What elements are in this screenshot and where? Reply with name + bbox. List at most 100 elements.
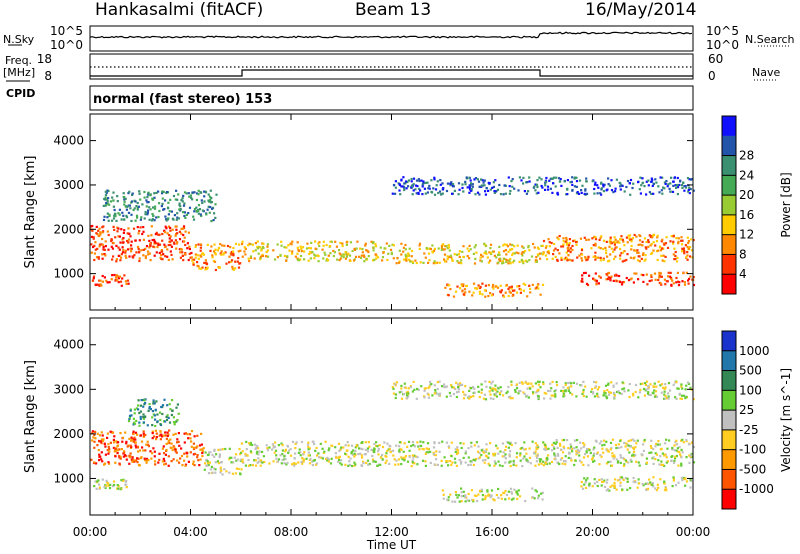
heatmap-cell-power (181, 251, 184, 254)
heatmap-cell-velocity (611, 484, 614, 487)
heatmap-cell-power (393, 183, 396, 187)
heatmap-cell-power (322, 240, 325, 243)
heatmap-cell-velocity (642, 387, 646, 391)
heatmap-cell-velocity (470, 460, 473, 463)
heatmap-cell-power (675, 281, 678, 284)
heatmap-cell-velocity (544, 448, 547, 451)
heatmap-cell-power (120, 253, 123, 256)
heatmap-cell-velocity (170, 413, 173, 417)
heatmap-cell-power (492, 181, 495, 184)
heatmap-cell-power (556, 249, 559, 252)
heatmap-cell-velocity (292, 462, 295, 465)
heatmap-cell-power (363, 260, 366, 263)
heatmap-cell-velocity (147, 459, 150, 462)
heatmap-cell-power (457, 193, 460, 196)
heatmap-cell-power (192, 262, 195, 265)
heatmap-cell-velocity (213, 448, 216, 451)
heatmap-cell-power (127, 248, 130, 251)
heatmap-cell-power (417, 191, 420, 194)
heatmap-cell-power (658, 191, 661, 194)
heatmap-cell-power (327, 259, 330, 262)
heatmap-cell-power (480, 178, 483, 181)
heatmap-cell-velocity (209, 468, 212, 471)
heatmap-cell-power (488, 182, 491, 185)
heatmap-cell-power (678, 183, 681, 187)
heatmap-cell-power (366, 249, 369, 252)
heatmap-cell-power (303, 258, 306, 261)
heatmap-cell-power (541, 253, 545, 256)
heatmap-cell-power (113, 214, 116, 217)
heatmap-cell-power (443, 260, 447, 263)
heatmap-cell-velocity (655, 442, 658, 445)
heatmap-cell-power (296, 246, 299, 249)
heatmap-cell-power (658, 274, 661, 277)
heatmap-cell-velocity (134, 441, 137, 444)
heatmap-cell-power (175, 218, 178, 221)
heatmap-cell-power (140, 216, 143, 219)
heatmap-cell-velocity (190, 445, 193, 448)
heatmap-cell-power (684, 244, 687, 247)
heatmap-cell-velocity (161, 460, 164, 463)
heatmap-cell-power (318, 241, 321, 244)
heatmap-cell-velocity (562, 386, 565, 389)
heatmap-cell-velocity (650, 451, 653, 454)
heatmap-cell-power (592, 277, 595, 280)
heatmap-cell-power (670, 283, 673, 286)
heatmap-cell-velocity (146, 424, 149, 427)
heatmap-cell-power (439, 179, 442, 182)
heatmap-cell-velocity (411, 454, 414, 457)
heatmap-cell-velocity (413, 445, 417, 448)
heatmap-cell-power (446, 255, 449, 258)
heatmap-cell-power (494, 285, 497, 288)
heatmap-cell-power (593, 187, 596, 191)
heatmap-cell-power (431, 251, 434, 254)
heatmap-cell-power (533, 185, 536, 188)
heatmap-cell-power (325, 243, 328, 247)
heatmap-cell-power (300, 247, 303, 250)
heatmap-cell-velocity (412, 456, 415, 459)
heatmap-cell-power (150, 219, 154, 222)
heatmap-cell-velocity (555, 381, 558, 384)
heatmap-cell-power (678, 281, 681, 284)
heatmap-cell-power (205, 261, 208, 264)
heatmap-cell-velocity (460, 487, 463, 490)
heatmap-cell-power (686, 258, 689, 261)
heatmap-cell-velocity (398, 450, 401, 453)
heatmap-cell-velocity (489, 386, 492, 389)
heatmap-cell-power (567, 249, 570, 252)
heatmap-cell-velocity (164, 434, 167, 437)
heatmap-cell-velocity (623, 463, 626, 466)
heatmap-cell-velocity (609, 448, 612, 451)
heatmap-cell-velocity (154, 424, 157, 428)
heatmap-cell-velocity (567, 451, 571, 455)
heatmap-cell-power (577, 192, 581, 195)
heatmap-cell-power (650, 192, 653, 195)
heatmap-cell-velocity (347, 464, 350, 467)
heatmap-cell-velocity (606, 389, 609, 392)
heatmap-cell-power (174, 198, 177, 201)
heatmap-cell-velocity (153, 455, 156, 458)
heatmap-cell-velocity (175, 406, 178, 409)
heatmap-cell-power (541, 283, 545, 286)
heatmap-cell-power (309, 257, 312, 260)
heatmap-cell-power (254, 249, 257, 252)
heatmap-cell-power (187, 231, 190, 234)
heatmap-cell-power (665, 180, 668, 183)
heatmap-cell-power (646, 283, 649, 286)
heatmap-cell-power (610, 240, 613, 244)
heatmap-cell-velocity (543, 391, 546, 395)
heatmap-cell-velocity (545, 392, 548, 395)
heatmap-cell-velocity (112, 480, 116, 483)
heatmap-cell-power (421, 193, 424, 196)
heatmap-cell-power (99, 231, 102, 234)
heatmap-cell-velocity (479, 489, 482, 492)
heatmap-cell-power (424, 256, 427, 259)
heatmap-cell-power (178, 208, 181, 211)
colorbar-tick-label: 20 (739, 188, 754, 202)
heatmap-cell-power (682, 272, 685, 275)
heatmap-cell-velocity (547, 447, 550, 450)
heatmap-cell-velocity (450, 441, 453, 444)
heatmap-cell-power (359, 247, 362, 250)
heatmap-cell-velocity (275, 454, 278, 457)
heatmap-cell-velocity (451, 461, 454, 464)
